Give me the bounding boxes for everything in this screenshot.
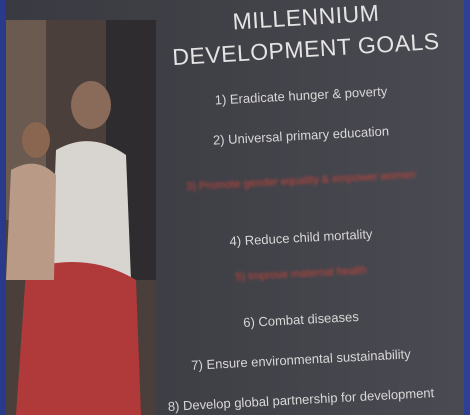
photo [6,20,156,415]
screenshot: MILLENNIUM DEVELOPMENT GOALS 1) Eradicat… [0,0,470,415]
slide: MILLENNIUM DEVELOPMENT GOALS 1) Eradicat… [6,0,464,415]
goal-item: 2) Universal primary education [136,119,466,151]
goal-item: 3) Promote gender equality & empower wom… [136,166,466,195]
goal-item: 5) Improve maternal health [136,259,466,288]
goal-item: 7) Ensure environmental sustainability [136,343,466,375]
goal-item: 4) Reduce child mortality [136,221,466,253]
goal-item: 8) Develop global partnership for develo… [136,383,466,415]
goal-item: 6) Combat diseases [136,303,466,335]
goal-item: 1) Eradicate hunger & poverty [136,79,466,111]
